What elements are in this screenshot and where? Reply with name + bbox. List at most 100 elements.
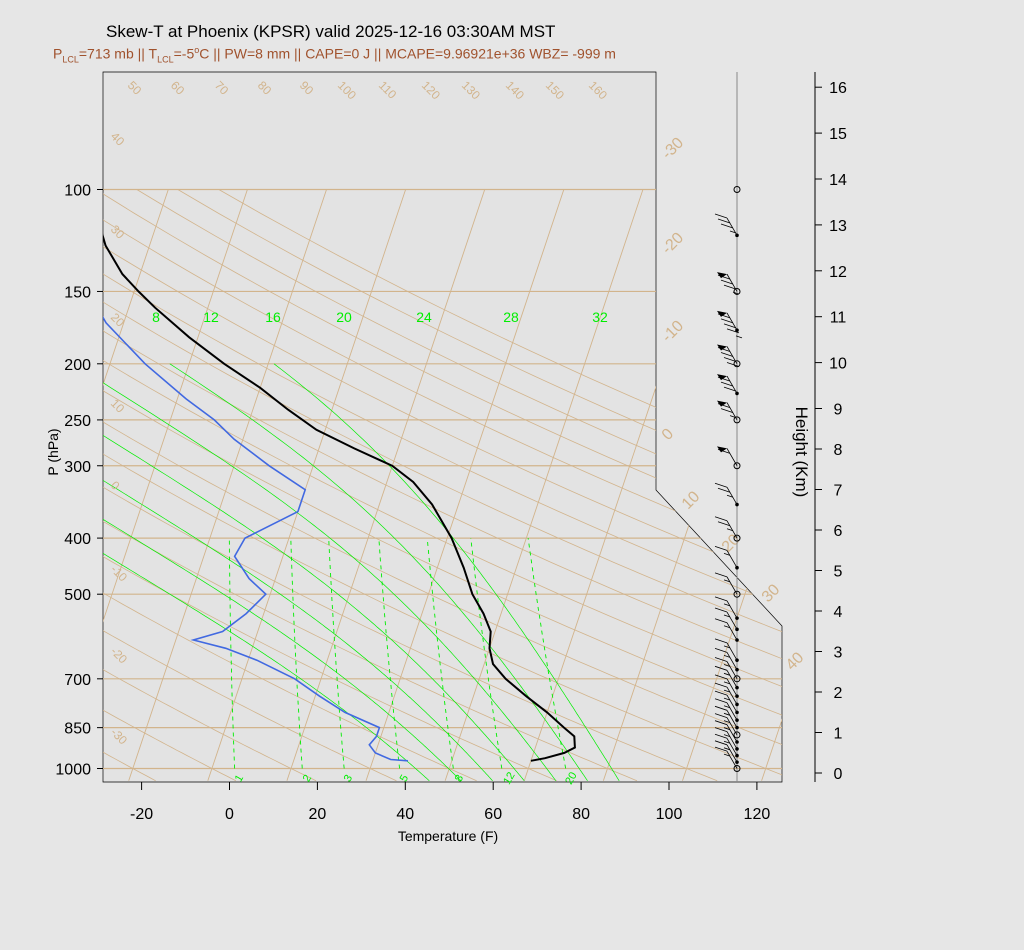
wind-half-barb xyxy=(723,753,731,757)
wind-half-barb xyxy=(723,672,731,676)
p-tick-label: 200 xyxy=(64,357,91,374)
plcl-value: =713 mb || xyxy=(78,45,149,62)
y-axis-label: P (hPa) xyxy=(45,428,61,475)
wind-half-barb xyxy=(726,494,734,498)
tlcl-letter: T xyxy=(148,45,158,62)
wind-barb xyxy=(717,446,738,466)
wind-full-barb xyxy=(720,318,734,324)
mixing-ratio-label: 5 xyxy=(398,773,411,784)
wind-barb-shaft xyxy=(726,520,738,539)
wind-full-barb xyxy=(714,713,728,718)
wind-half-barb xyxy=(735,335,743,339)
wind-full-barb xyxy=(717,347,731,352)
isotherm-line xyxy=(365,189,565,781)
isotherm-label: 30 xyxy=(759,581,784,606)
wind-full-barb xyxy=(723,323,737,329)
dry-adiabat-line xyxy=(103,189,782,782)
p-tick-label: 400 xyxy=(64,531,91,548)
mixing-ratio-label: 2 xyxy=(301,773,314,784)
moist-adiabat-line xyxy=(103,363,525,782)
mixing-ratio-line xyxy=(290,538,303,769)
wind-full-barb xyxy=(714,647,728,653)
isotherm-line xyxy=(0,190,89,781)
height-tick-label: 2 xyxy=(834,685,843,702)
wind-barb xyxy=(714,727,738,750)
wind-marker-circle xyxy=(733,590,741,598)
wind-full-barb xyxy=(717,521,731,527)
tlcl-subscript: LCL xyxy=(157,54,174,65)
height-tick-label: 14 xyxy=(829,172,847,189)
mixing-ratio-label: 12 xyxy=(501,770,518,787)
dry-adiabat-line xyxy=(103,189,317,782)
dry-adiabat-line xyxy=(103,189,237,782)
isotherm-label: -30 xyxy=(659,134,687,162)
height-tick-label: 16 xyxy=(829,80,847,97)
wind-half-barb xyxy=(723,740,731,744)
x-tick-label: 60 xyxy=(484,806,502,823)
wind-barb xyxy=(714,682,738,705)
isotherm-line xyxy=(0,190,10,781)
wind-barb-shaft xyxy=(726,550,738,568)
wind-full-barb xyxy=(717,313,731,319)
plot-frame xyxy=(102,71,783,783)
mixing-ratio-line xyxy=(328,538,345,769)
wind-half-barb xyxy=(729,230,737,234)
p-tick-label: 500 xyxy=(64,587,91,604)
wind-half-barb xyxy=(729,415,737,418)
wind-marker-circle xyxy=(733,765,741,772)
mixing-ratio-label: 20 xyxy=(563,770,580,787)
wind-marker-circle xyxy=(733,675,741,683)
height-tick-label: 15 xyxy=(829,126,847,143)
moist-adiabat-line xyxy=(169,363,588,781)
wind-barb xyxy=(714,713,738,736)
wind-barb xyxy=(714,674,738,697)
dry-adiabat-line xyxy=(103,189,557,782)
wind-full-barb xyxy=(714,740,728,746)
wind-full-barb xyxy=(717,403,731,408)
wind-half-barb xyxy=(723,705,731,709)
dry-adiabat-line xyxy=(177,189,782,782)
dry-adiabat-line xyxy=(103,189,782,782)
height-tick-label: 9 xyxy=(834,402,843,419)
x-axis-label: Temperature (F) xyxy=(398,828,498,844)
x-tick-label: 0 xyxy=(225,806,234,823)
wind-barb xyxy=(714,705,738,728)
wind-marker-circle xyxy=(733,731,741,739)
mixing-ratio-line xyxy=(426,538,454,769)
moist-adiabat-label: 12 xyxy=(203,309,219,325)
dry-adiabat-line xyxy=(103,189,782,782)
wind-half-barb xyxy=(723,654,731,658)
moist-adiabat-line xyxy=(103,363,430,782)
moist-adiabat-label: 8 xyxy=(152,309,160,325)
moist-adiabat-line xyxy=(103,363,493,782)
wind-half-barb xyxy=(723,625,731,629)
wind-barb-shaft xyxy=(726,678,738,697)
p-tick-label: 850 xyxy=(64,721,91,738)
p-tick-label: 100 xyxy=(64,183,91,200)
wind-barb-shaft xyxy=(726,652,738,670)
dry-adiabat-line xyxy=(103,189,782,782)
isotherm-line xyxy=(128,189,327,781)
wind-full-barb xyxy=(726,328,740,334)
degree-sup: o xyxy=(194,45,200,55)
mixing-ratio-label: 8 xyxy=(453,773,466,784)
wind-half-barb xyxy=(732,291,740,295)
mixing-ratio-line xyxy=(228,538,236,769)
dry-adiabat-line xyxy=(103,189,477,782)
wind-full-barb xyxy=(717,274,731,280)
moist-adiabat-label: 32 xyxy=(592,309,608,325)
wind-full-barb xyxy=(714,516,728,522)
wind-full-barb xyxy=(717,449,731,454)
wind-marker-dot xyxy=(735,502,739,507)
dry-adiabat-line xyxy=(103,189,718,782)
isotherm-label: -20 xyxy=(659,229,687,257)
isotherm-line xyxy=(444,189,644,781)
wind-full-barb xyxy=(720,408,734,413)
wind-barb xyxy=(714,647,738,670)
isotherm-label: 10 xyxy=(679,488,704,513)
wind-barb xyxy=(714,607,738,630)
height-tick-label: 5 xyxy=(834,564,843,581)
plot-background xyxy=(102,71,783,783)
height-tick-label: 11 xyxy=(830,310,847,327)
mixing-ratio-label: 1 xyxy=(233,773,246,784)
